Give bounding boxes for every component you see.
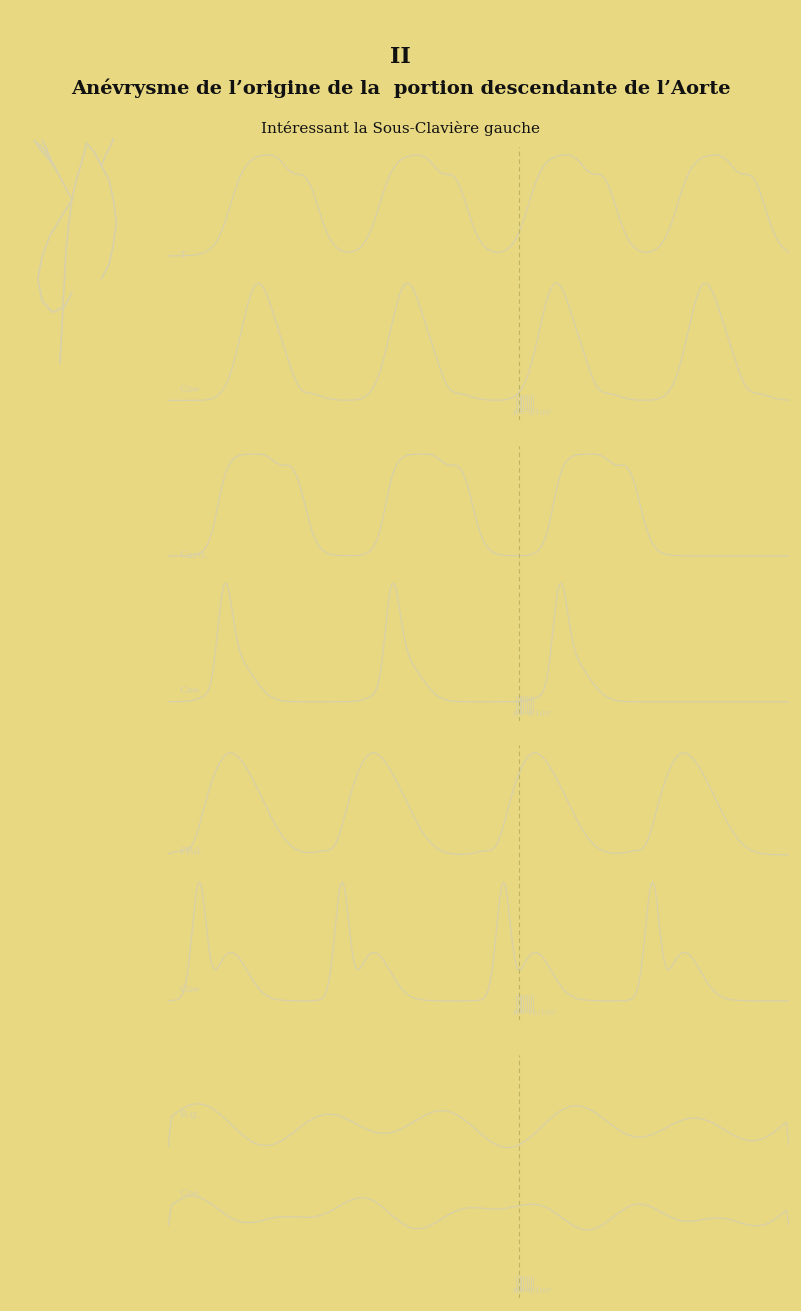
Text: Coe: Coe — [179, 385, 199, 395]
Text: T: T — [179, 252, 187, 261]
Text: Anévrysme de l’origine de la  portion descendante de l’Aorte: Anévrysme de l’origine de la portion des… — [70, 79, 731, 98]
Text: Coe: Coe — [179, 985, 199, 994]
Text: R= 4/100″: R= 4/100″ — [513, 711, 552, 718]
Text: Card.: Card. — [179, 552, 208, 560]
Text: PRd.: PRd. — [179, 847, 204, 856]
Text: R= 15/100″: R= 15/100″ — [513, 1009, 557, 1017]
Text: II: II — [390, 46, 411, 68]
Text: R= 3/100″: R= 3/100″ — [513, 409, 553, 417]
Text: Intéressant la Sous-Clavière gauche: Intéressant la Sous-Clavière gauche — [261, 121, 540, 135]
Text: Coe: Coe — [179, 1189, 199, 1198]
Text: R.g.: R.g. — [179, 1110, 200, 1118]
Text: R= 5/100″: R= 5/100″ — [513, 1287, 552, 1295]
Text: Coe: Coe — [179, 686, 199, 695]
